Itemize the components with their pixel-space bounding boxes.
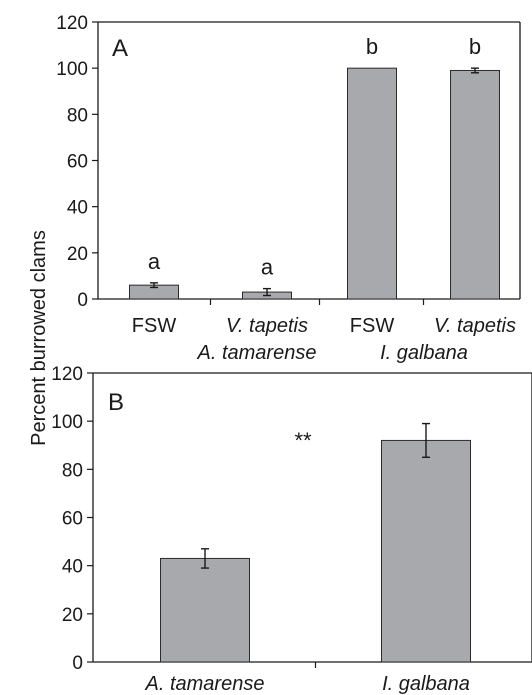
y-tick-label: 80	[67, 105, 88, 126]
y-tick-label: 0	[77, 290, 88, 311]
x-group-label: A. tamarense	[197, 342, 317, 364]
y-tick-label: 120	[51, 364, 83, 385]
y-tick-label: 20	[62, 605, 83, 626]
y-tick-label: 20	[67, 244, 88, 265]
y-tick-label: 100	[51, 412, 83, 433]
y-tick-label: 0	[72, 653, 83, 674]
significance-label: a	[261, 255, 274, 280]
bar	[347, 67, 397, 300]
significance-label: **	[294, 428, 312, 453]
x-tick-label: I. galbana	[382, 673, 470, 695]
significance-label: b	[469, 34, 481, 59]
x-tick-label: FSW	[132, 315, 177, 337]
panel-letter: A	[112, 35, 128, 62]
significance-label: b	[366, 34, 378, 59]
y-tick-label: 60	[62, 509, 83, 530]
bar	[160, 557, 250, 663]
y-tick-label: 40	[67, 198, 88, 219]
x-tick-label: V. tapetis	[226, 315, 308, 337]
y-tick-label: 120	[56, 13, 88, 34]
y-tick-label: 40	[62, 557, 83, 578]
bar	[450, 69, 500, 300]
y-tick-label: 80	[62, 460, 83, 481]
x-tick-label: FSW	[350, 315, 395, 337]
y-tick-label: 100	[56, 59, 88, 80]
panel-letter: B	[108, 389, 124, 416]
y-axis-label: Percent burrowed clams	[28, 230, 50, 446]
y-tick-label: 60	[67, 152, 88, 173]
x-tick-label: V. tapetis	[434, 315, 516, 337]
bar	[381, 439, 471, 663]
x-tick-label: A. tamarense	[145, 673, 265, 695]
panel-b: 0 20 40 60 80 100 120 A. tamarense I. galbana ** B	[51, 364, 532, 695]
x-group-label: I. galbana	[380, 342, 468, 364]
panel-a: 0 20 40 60 80 100 120 FSW V. tapetis FSW V. tapeti…	[56, 13, 521, 364]
significance-label: a	[148, 249, 161, 274]
